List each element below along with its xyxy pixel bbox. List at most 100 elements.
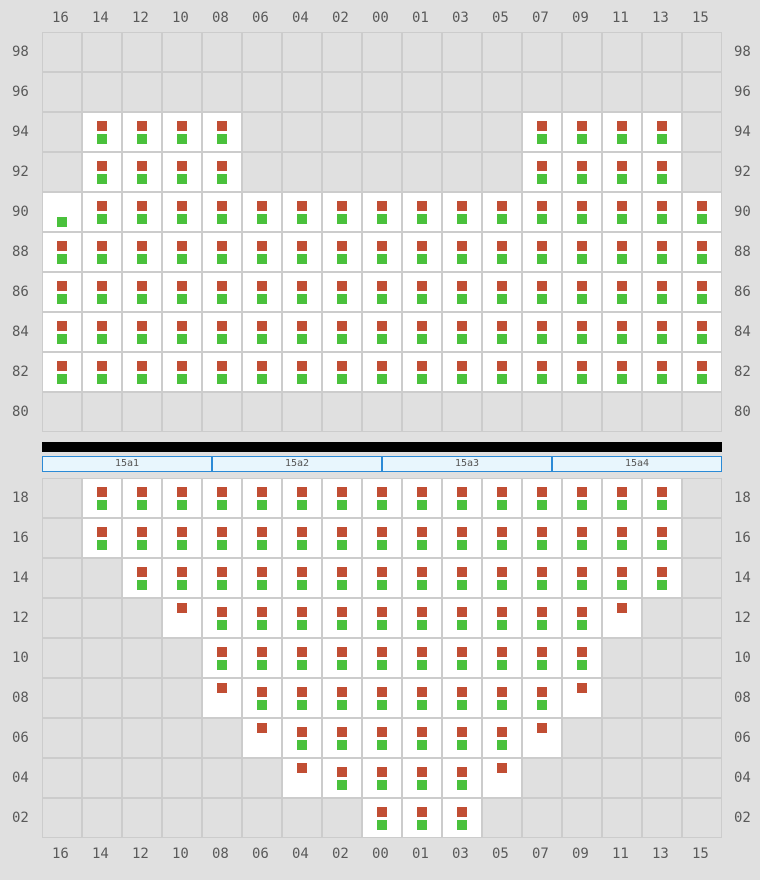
cell-94-12[interactable] [122, 112, 162, 152]
cell-82-13[interactable] [642, 352, 682, 392]
cell-88-05[interactable] [482, 232, 522, 272]
cell-84-15[interactable] [682, 312, 722, 352]
cell-82-05[interactable] [482, 352, 522, 392]
rack-segment-15a4[interactable]: 15a4 [552, 456, 722, 472]
cell-88-14[interactable] [82, 232, 122, 272]
cell-16-14[interactable] [82, 518, 122, 558]
cell-08-04[interactable] [282, 678, 322, 718]
cell-82-09[interactable] [562, 352, 602, 392]
cell-84-01[interactable] [402, 312, 442, 352]
cell-10-03[interactable] [442, 638, 482, 678]
cell-90-03[interactable] [442, 192, 482, 232]
cell-94-09[interactable] [562, 112, 602, 152]
cell-06-01[interactable] [402, 718, 442, 758]
cell-10-09[interactable] [562, 638, 602, 678]
cell-86-12[interactable] [122, 272, 162, 312]
cell-88-07[interactable] [522, 232, 562, 272]
cell-86-03[interactable] [442, 272, 482, 312]
cell-82-01[interactable] [402, 352, 442, 392]
cell-86-08[interactable] [202, 272, 242, 312]
cell-12-06[interactable] [242, 598, 282, 638]
cell-08-02[interactable] [322, 678, 362, 718]
cell-86-06[interactable] [242, 272, 282, 312]
cell-14-10[interactable] [162, 558, 202, 598]
cell-82-06[interactable] [242, 352, 282, 392]
cell-82-03[interactable] [442, 352, 482, 392]
cell-12-05[interactable] [482, 598, 522, 638]
cell-08-03[interactable] [442, 678, 482, 718]
cell-90-08[interactable] [202, 192, 242, 232]
cell-92-13[interactable] [642, 152, 682, 192]
cell-90-07[interactable] [522, 192, 562, 232]
cell-92-14[interactable] [82, 152, 122, 192]
cell-84-10[interactable] [162, 312, 202, 352]
cell-82-07[interactable] [522, 352, 562, 392]
cell-90-09[interactable] [562, 192, 602, 232]
cell-06-03[interactable] [442, 718, 482, 758]
cell-82-04[interactable] [282, 352, 322, 392]
cell-10-07[interactable] [522, 638, 562, 678]
cell-12-10[interactable] [162, 598, 202, 638]
cell-82-15[interactable] [682, 352, 722, 392]
cell-94-08[interactable] [202, 112, 242, 152]
cell-92-10[interactable] [162, 152, 202, 192]
cell-04-04[interactable] [282, 758, 322, 798]
cell-88-02[interactable] [322, 232, 362, 272]
cell-90-06[interactable] [242, 192, 282, 232]
cell-84-02[interactable] [322, 312, 362, 352]
cell-08-06[interactable] [242, 678, 282, 718]
cell-18-01[interactable] [402, 478, 442, 518]
cell-90-04[interactable] [282, 192, 322, 232]
cell-84-07[interactable] [522, 312, 562, 352]
cell-12-03[interactable] [442, 598, 482, 638]
cell-18-08[interactable] [202, 478, 242, 518]
cell-16-10[interactable] [162, 518, 202, 558]
cell-04-03[interactable] [442, 758, 482, 798]
cell-88-03[interactable] [442, 232, 482, 272]
cell-12-07[interactable] [522, 598, 562, 638]
cell-16-05[interactable] [482, 518, 522, 558]
cell-14-07[interactable] [522, 558, 562, 598]
cell-12-08[interactable] [202, 598, 242, 638]
cell-88-00[interactable] [362, 232, 402, 272]
cell-06-07[interactable] [522, 718, 562, 758]
cell-10-00[interactable] [362, 638, 402, 678]
cell-84-12[interactable] [122, 312, 162, 352]
cell-06-00[interactable] [362, 718, 402, 758]
rack-segment-15a2[interactable]: 15a2 [212, 456, 382, 472]
cell-84-05[interactable] [482, 312, 522, 352]
cell-14-04[interactable] [282, 558, 322, 598]
cell-02-03[interactable] [442, 798, 482, 838]
cell-88-10[interactable] [162, 232, 202, 272]
cell-16-02[interactable] [322, 518, 362, 558]
cell-94-10[interactable] [162, 112, 202, 152]
cell-18-00[interactable] [362, 478, 402, 518]
cell-92-09[interactable] [562, 152, 602, 192]
cell-16-09[interactable] [562, 518, 602, 558]
cell-18-04[interactable] [282, 478, 322, 518]
cell-90-10[interactable] [162, 192, 202, 232]
cell-18-06[interactable] [242, 478, 282, 518]
cell-90-02[interactable] [322, 192, 362, 232]
cell-10-01[interactable] [402, 638, 442, 678]
cell-86-14[interactable] [82, 272, 122, 312]
cell-18-12[interactable] [122, 478, 162, 518]
cell-94-07[interactable] [522, 112, 562, 152]
cell-18-10[interactable] [162, 478, 202, 518]
cell-18-09[interactable] [562, 478, 602, 518]
cell-10-02[interactable] [322, 638, 362, 678]
cell-16-06[interactable] [242, 518, 282, 558]
cell-10-05[interactable] [482, 638, 522, 678]
cell-86-04[interactable] [282, 272, 322, 312]
cell-14-03[interactable] [442, 558, 482, 598]
cell-04-01[interactable] [402, 758, 442, 798]
cell-90-05[interactable] [482, 192, 522, 232]
cell-06-04[interactable] [282, 718, 322, 758]
cell-90-15[interactable] [682, 192, 722, 232]
rack-segment-15a1[interactable]: 15a1 [42, 456, 212, 472]
cell-86-02[interactable] [322, 272, 362, 312]
cell-86-07[interactable] [522, 272, 562, 312]
cell-86-13[interactable] [642, 272, 682, 312]
cell-86-16[interactable] [42, 272, 82, 312]
cell-08-05[interactable] [482, 678, 522, 718]
